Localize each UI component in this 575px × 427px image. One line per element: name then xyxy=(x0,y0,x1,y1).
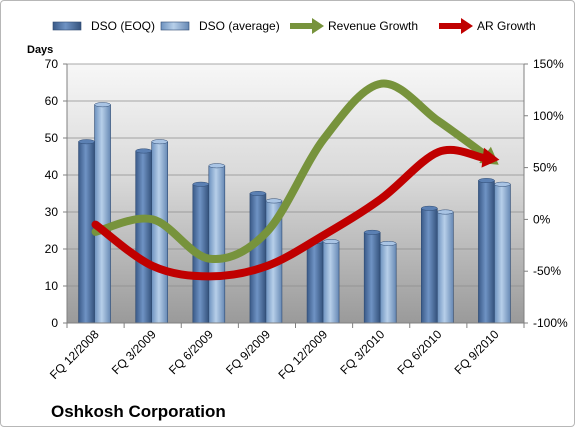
bar-cap xyxy=(94,102,111,108)
line-path xyxy=(91,79,490,264)
bar-cap xyxy=(249,191,267,196)
chart-title: Oshkosh Corporation xyxy=(51,402,226,421)
bar xyxy=(151,141,168,324)
legend-label: AR Growth xyxy=(477,19,536,33)
bar-cap xyxy=(494,181,511,187)
bar xyxy=(478,180,495,324)
y-tick-label: 10 xyxy=(45,279,59,293)
x-tick-label: FQ 6/2009 xyxy=(166,327,216,377)
bar-cap xyxy=(78,139,95,145)
x-tick-label: FQ 9/2009 xyxy=(223,327,273,377)
bar xyxy=(363,232,381,324)
y-axis-title: Days xyxy=(27,44,53,56)
legend-swatch xyxy=(52,21,82,31)
bar xyxy=(322,241,340,324)
bar-cap xyxy=(379,241,397,246)
bar-cap xyxy=(151,139,168,145)
bar xyxy=(421,208,438,324)
x-tick-label: FQ 6/2010 xyxy=(394,327,444,377)
y2-tick-label: 0% xyxy=(533,212,551,226)
x-tick-label: FQ 12/2008 xyxy=(47,327,102,382)
bar-cap xyxy=(135,148,152,154)
y-tick-label: 70 xyxy=(45,57,59,71)
x-tick-label: FQ 3/2010 xyxy=(337,327,387,377)
y-tick-label: 50 xyxy=(45,131,59,145)
y-tick-label: 40 xyxy=(45,168,59,182)
line-arrowhead xyxy=(481,147,500,168)
bar-cap xyxy=(363,229,381,235)
bar xyxy=(494,183,511,324)
line-path xyxy=(91,145,487,281)
bar-cap xyxy=(478,178,495,184)
bar xyxy=(306,241,324,324)
legend-arrow xyxy=(312,18,324,34)
bar-cap xyxy=(437,209,454,215)
bar-cap xyxy=(192,181,210,187)
bar-cap xyxy=(208,163,226,169)
y-tick-label: 60 xyxy=(45,94,59,108)
bar xyxy=(94,104,111,324)
bar-cap xyxy=(265,198,283,204)
bar xyxy=(208,165,226,324)
bar xyxy=(249,193,267,324)
y-tick-label: 20 xyxy=(45,242,59,256)
bar xyxy=(437,211,454,324)
legend-label: DSO (average) xyxy=(199,19,280,33)
bar-cap xyxy=(322,239,340,245)
y2-tick-label: 100% xyxy=(533,109,564,123)
x-tick-label: FQ 12/2009 xyxy=(275,327,330,382)
legend-arrow xyxy=(461,18,473,34)
legend-swatch xyxy=(160,21,190,31)
y-tick-label: 30 xyxy=(45,205,59,219)
legend: DSO (EOQ) DSO (average) Revenue Growth AR G… xyxy=(52,18,536,34)
line-series xyxy=(91,79,500,281)
y2-tick-label: -50% xyxy=(533,264,561,278)
bar-series xyxy=(78,102,511,324)
y2-tick-label: 150% xyxy=(533,57,564,71)
y2-tick-label: -100% xyxy=(533,316,568,330)
legend-label: Revenue Growth xyxy=(328,19,418,33)
y-tick-label: 0 xyxy=(51,316,58,330)
legend-label: DSO (EOQ) xyxy=(91,19,155,33)
y2-tick-label: 50% xyxy=(533,161,557,175)
x-tick-label: FQ 9/2010 xyxy=(452,327,502,377)
bar xyxy=(379,243,397,324)
bar xyxy=(135,150,152,324)
bar-cap xyxy=(421,205,438,211)
x-tick-label: FQ 3/2009 xyxy=(109,327,159,377)
